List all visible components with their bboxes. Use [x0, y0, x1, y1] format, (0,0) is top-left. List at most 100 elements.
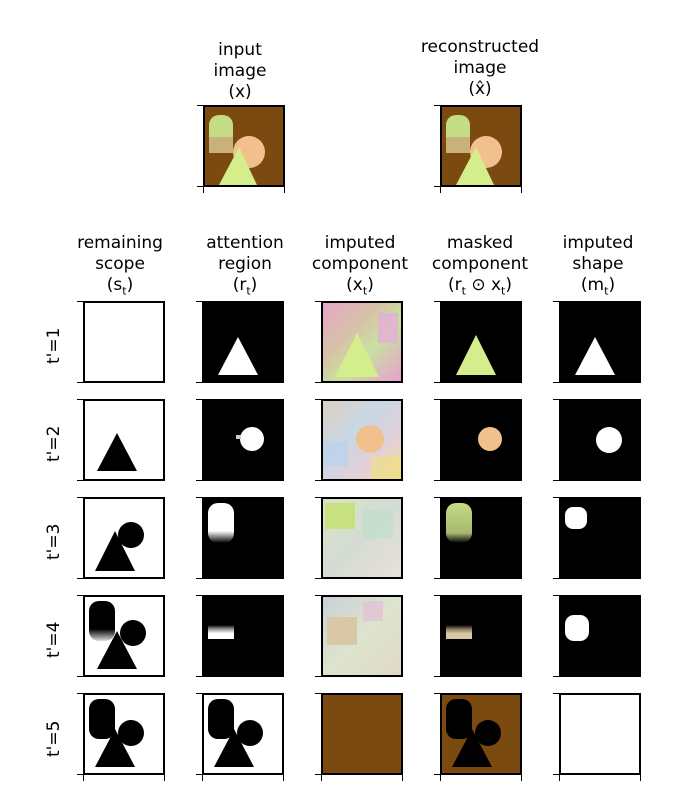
col-header-symbol: (mt) — [580, 275, 616, 298]
tick — [77, 497, 83, 498]
tick — [434, 676, 440, 677]
panel-imputed-shape-4 — [559, 595, 641, 677]
tick — [434, 399, 440, 400]
tick — [196, 301, 202, 302]
tick — [553, 774, 559, 775]
imputed-shape-1-graphic — [561, 303, 639, 381]
panel-imputed-component-4 — [321, 595, 403, 677]
recon-header-line1: reconstructed — [420, 37, 540, 57]
tick — [77, 399, 83, 400]
tick — [321, 775, 322, 781]
tick — [553, 595, 559, 596]
col-header-line2: shape — [572, 254, 624, 274]
input-header-line2: image — [213, 61, 267, 81]
imputed-shape-2-graphic — [561, 401, 639, 479]
tick — [315, 301, 321, 302]
scope-3-graphic — [85, 499, 163, 577]
panel-scope-1 — [83, 301, 165, 383]
panel-masked-component-1 — [440, 301, 522, 383]
tick — [77, 382, 83, 383]
col-header-symbol: (rt) — [232, 275, 258, 298]
tick — [434, 105, 440, 106]
tick — [553, 497, 559, 498]
input-header-line1: input — [218, 40, 262, 60]
tick — [197, 186, 203, 187]
tick — [315, 399, 321, 400]
panel-imputed-component-1 — [321, 301, 403, 383]
masked-component-2-graphic — [442, 401, 520, 479]
col-header-line2: component — [311, 254, 409, 274]
tick — [434, 382, 440, 383]
tick — [434, 497, 440, 498]
imputed-component-4-graphic — [323, 597, 401, 675]
tick — [434, 595, 440, 596]
tick — [77, 301, 83, 302]
recon-header-line2: image — [453, 58, 507, 78]
col-header-line2: scope — [95, 254, 145, 274]
tick — [196, 676, 202, 677]
input-image-header: input image (x) — [195, 40, 285, 103]
tick — [315, 480, 321, 481]
tick — [553, 382, 559, 383]
row-label-3: t'=3 — [44, 523, 64, 560]
tick — [434, 578, 440, 579]
panel-imputed-shape-3 — [559, 497, 641, 579]
imputed-shape-4-graphic — [561, 597, 639, 675]
tick — [315, 382, 321, 383]
tick — [553, 480, 559, 481]
row-label-4: t'=4 — [44, 621, 64, 658]
panel-attention-5 — [202, 693, 284, 775]
tick — [434, 480, 440, 481]
col-header-line2: region — [218, 254, 272, 274]
tick — [553, 578, 559, 579]
col-header-remaining-scope: remaining scope (st) — [60, 233, 180, 301]
attention-5-graphic — [204, 695, 282, 773]
input-image-panel — [203, 105, 285, 187]
masked-component-1-graphic — [442, 303, 520, 381]
attention-4-graphic — [204, 597, 282, 675]
tick — [196, 774, 202, 775]
panel-masked-component-4 — [440, 595, 522, 677]
panel-masked-component-5 — [440, 693, 522, 775]
panel-scope-5 — [83, 693, 165, 775]
col-header-line1: imputed — [562, 233, 634, 253]
panel-scope-4 — [83, 595, 165, 677]
imputed-shape-3-graphic — [561, 499, 639, 577]
tick — [77, 480, 83, 481]
tick — [196, 578, 202, 579]
tick — [553, 676, 559, 677]
col-header-imputed-shape: imputed shape (mt) — [543, 233, 653, 301]
tick — [196, 693, 202, 694]
masked-component-4-graphic — [442, 597, 520, 675]
panel-attention-3 — [202, 497, 284, 579]
panel-scope-3 — [83, 497, 165, 579]
panel-attention-2 — [202, 399, 284, 481]
tick — [402, 775, 403, 781]
col-header-line1: masked — [446, 233, 514, 253]
tick — [521, 775, 522, 781]
attention-2-graphic — [204, 401, 282, 479]
tick — [196, 480, 202, 481]
tick — [315, 693, 321, 694]
row-label-2: t'=2 — [44, 425, 64, 462]
input-image-graphic — [205, 107, 283, 185]
tick — [553, 399, 559, 400]
panel-masked-component-3 — [440, 497, 522, 579]
panel-imputed-component-5 — [321, 693, 403, 775]
tick — [434, 186, 440, 187]
panel-imputed-component-2 — [321, 399, 403, 481]
col-header-attention-region: attention region (rt) — [185, 233, 305, 301]
tick — [440, 187, 441, 193]
panel-imputed-shape-2 — [559, 399, 641, 481]
tick — [196, 595, 202, 596]
imputed-component-5-graphic — [323, 695, 401, 773]
tick — [640, 775, 641, 781]
scope-1-graphic — [85, 303, 163, 381]
tick — [315, 595, 321, 596]
tick — [315, 774, 321, 775]
panel-scope-2 — [83, 399, 165, 481]
col-header-symbol: (xt) — [346, 275, 374, 298]
tick — [77, 774, 83, 775]
attention-1-graphic — [204, 303, 282, 381]
panel-masked-component-2 — [440, 399, 522, 481]
